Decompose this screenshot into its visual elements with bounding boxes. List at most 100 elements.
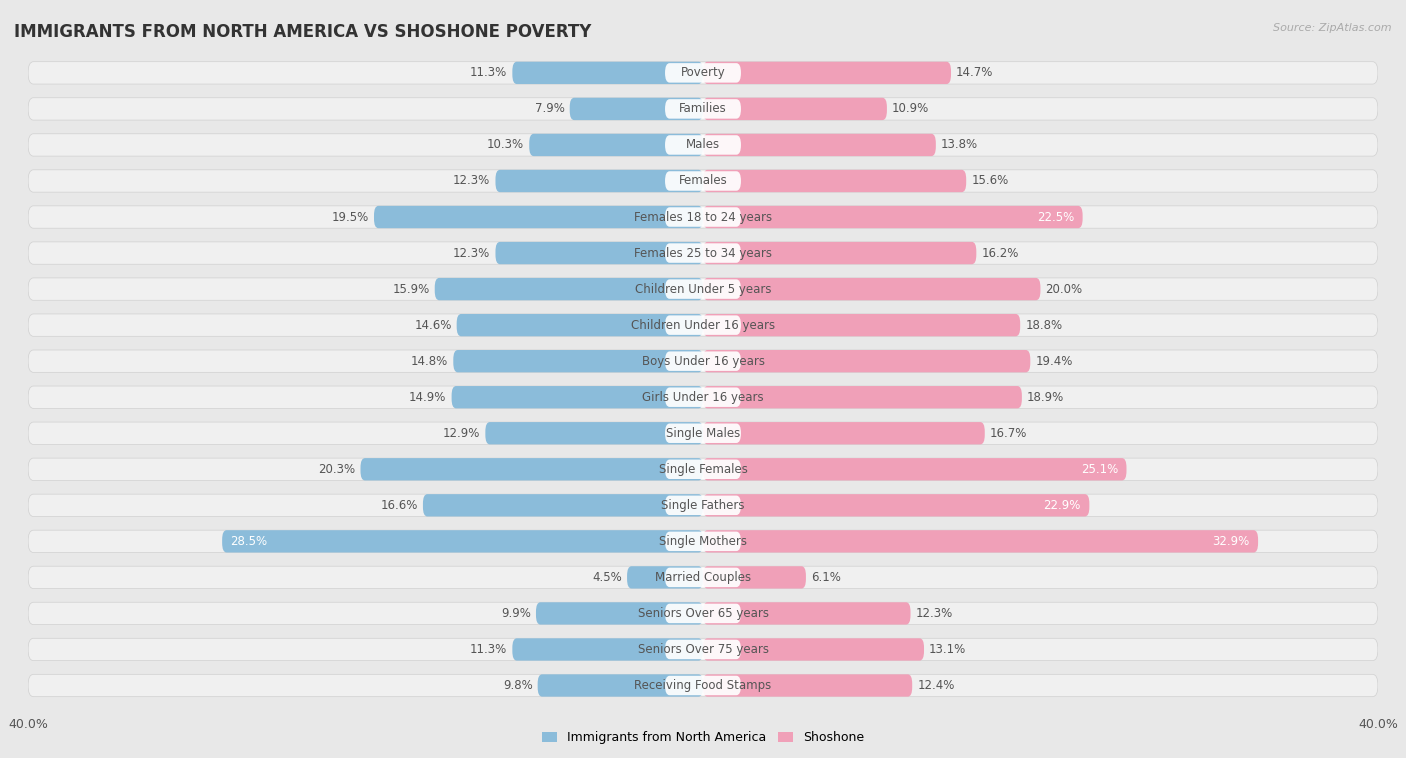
FancyBboxPatch shape <box>627 566 703 588</box>
Text: 13.8%: 13.8% <box>941 139 979 152</box>
FancyBboxPatch shape <box>665 531 741 551</box>
FancyBboxPatch shape <box>703 422 984 444</box>
FancyBboxPatch shape <box>529 133 703 156</box>
Text: Receiving Food Stamps: Receiving Food Stamps <box>634 679 772 692</box>
FancyBboxPatch shape <box>703 494 1090 516</box>
FancyBboxPatch shape <box>703 638 924 661</box>
Text: 18.8%: 18.8% <box>1025 318 1063 332</box>
Text: Single Mothers: Single Mothers <box>659 535 747 548</box>
Text: 28.5%: 28.5% <box>231 535 267 548</box>
Text: Children Under 5 years: Children Under 5 years <box>634 283 772 296</box>
FancyBboxPatch shape <box>703 386 1022 409</box>
Text: Single Females: Single Females <box>658 463 748 476</box>
Text: 13.1%: 13.1% <box>929 643 966 656</box>
FancyBboxPatch shape <box>665 603 741 623</box>
Text: 14.6%: 14.6% <box>415 318 451 332</box>
Text: 6.1%: 6.1% <box>811 571 841 584</box>
Text: Girls Under 16 years: Girls Under 16 years <box>643 390 763 404</box>
Text: 22.5%: 22.5% <box>1038 211 1074 224</box>
Text: 11.3%: 11.3% <box>470 643 508 656</box>
FancyBboxPatch shape <box>665 315 741 335</box>
Text: 32.9%: 32.9% <box>1212 535 1250 548</box>
FancyBboxPatch shape <box>703 206 1083 228</box>
FancyBboxPatch shape <box>703 133 936 156</box>
Text: 25.1%: 25.1% <box>1081 463 1118 476</box>
FancyBboxPatch shape <box>703 458 1126 481</box>
Text: 14.8%: 14.8% <box>411 355 449 368</box>
FancyBboxPatch shape <box>434 278 703 300</box>
FancyBboxPatch shape <box>28 603 1378 625</box>
Text: 18.9%: 18.9% <box>1026 390 1064 404</box>
Legend: Immigrants from North America, Shoshone: Immigrants from North America, Shoshone <box>537 726 869 749</box>
FancyBboxPatch shape <box>28 314 1378 337</box>
FancyBboxPatch shape <box>703 675 912 697</box>
Text: Males: Males <box>686 139 720 152</box>
FancyBboxPatch shape <box>451 386 703 409</box>
Text: Boys Under 16 years: Boys Under 16 years <box>641 355 765 368</box>
FancyBboxPatch shape <box>665 207 741 227</box>
FancyBboxPatch shape <box>457 314 703 337</box>
FancyBboxPatch shape <box>665 280 741 299</box>
FancyBboxPatch shape <box>665 63 741 83</box>
Text: 14.9%: 14.9% <box>409 390 447 404</box>
Text: 14.7%: 14.7% <box>956 67 994 80</box>
FancyBboxPatch shape <box>665 676 741 695</box>
Text: 9.9%: 9.9% <box>501 607 531 620</box>
Text: Poverty: Poverty <box>681 67 725 80</box>
Text: 10.3%: 10.3% <box>486 139 524 152</box>
FancyBboxPatch shape <box>665 352 741 371</box>
FancyBboxPatch shape <box>665 496 741 515</box>
Text: 12.3%: 12.3% <box>453 174 491 187</box>
FancyBboxPatch shape <box>703 314 1021 337</box>
FancyBboxPatch shape <box>28 278 1378 300</box>
Text: Females 25 to 34 years: Females 25 to 34 years <box>634 246 772 259</box>
FancyBboxPatch shape <box>703 566 806 588</box>
FancyBboxPatch shape <box>222 530 703 553</box>
FancyBboxPatch shape <box>665 171 741 191</box>
FancyBboxPatch shape <box>485 422 703 444</box>
FancyBboxPatch shape <box>536 603 703 625</box>
FancyBboxPatch shape <box>703 603 911 625</box>
Text: 10.9%: 10.9% <box>891 102 929 115</box>
FancyBboxPatch shape <box>665 640 741 659</box>
FancyBboxPatch shape <box>28 638 1378 661</box>
FancyBboxPatch shape <box>665 387 741 407</box>
Text: Families: Families <box>679 102 727 115</box>
Text: Married Couples: Married Couples <box>655 571 751 584</box>
Text: 20.3%: 20.3% <box>318 463 356 476</box>
FancyBboxPatch shape <box>537 675 703 697</box>
FancyBboxPatch shape <box>453 350 703 372</box>
Text: 16.2%: 16.2% <box>981 246 1019 259</box>
Text: 12.9%: 12.9% <box>443 427 481 440</box>
Text: 19.4%: 19.4% <box>1035 355 1073 368</box>
Text: 16.6%: 16.6% <box>381 499 418 512</box>
FancyBboxPatch shape <box>703 170 966 193</box>
Text: 22.9%: 22.9% <box>1043 499 1081 512</box>
FancyBboxPatch shape <box>28 530 1378 553</box>
FancyBboxPatch shape <box>665 424 741 443</box>
FancyBboxPatch shape <box>28 386 1378 409</box>
FancyBboxPatch shape <box>703 242 976 265</box>
FancyBboxPatch shape <box>665 459 741 479</box>
FancyBboxPatch shape <box>569 98 703 120</box>
FancyBboxPatch shape <box>703 278 1040 300</box>
Text: Children Under 16 years: Children Under 16 years <box>631 318 775 332</box>
FancyBboxPatch shape <box>28 61 1378 84</box>
FancyBboxPatch shape <box>703 61 950 84</box>
FancyBboxPatch shape <box>495 170 703 193</box>
FancyBboxPatch shape <box>28 133 1378 156</box>
Text: 20.0%: 20.0% <box>1046 283 1083 296</box>
FancyBboxPatch shape <box>512 638 703 661</box>
FancyBboxPatch shape <box>495 242 703 265</box>
Text: Single Males: Single Males <box>666 427 740 440</box>
FancyBboxPatch shape <box>28 350 1378 372</box>
Text: 15.9%: 15.9% <box>392 283 430 296</box>
FancyBboxPatch shape <box>28 675 1378 697</box>
FancyBboxPatch shape <box>28 242 1378 265</box>
FancyBboxPatch shape <box>703 98 887 120</box>
FancyBboxPatch shape <box>28 422 1378 444</box>
Text: IMMIGRANTS FROM NORTH AMERICA VS SHOSHONE POVERTY: IMMIGRANTS FROM NORTH AMERICA VS SHOSHON… <box>14 23 592 41</box>
FancyBboxPatch shape <box>665 568 741 587</box>
Text: Females 18 to 24 years: Females 18 to 24 years <box>634 211 772 224</box>
Text: 12.3%: 12.3% <box>915 607 953 620</box>
